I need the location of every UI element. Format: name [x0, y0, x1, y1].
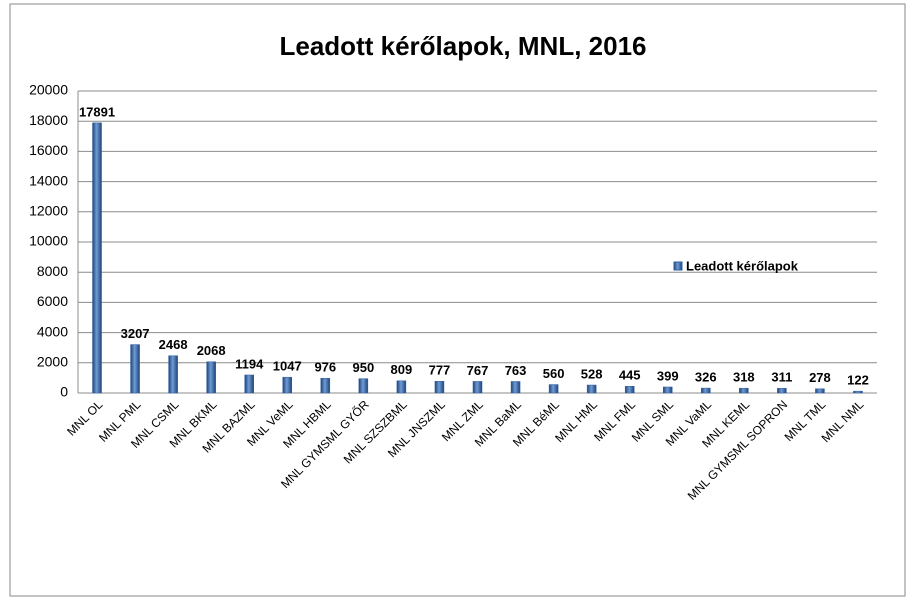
data-label: 1194 [235, 356, 264, 371]
legend-label: Leadott kérőlapok [686, 258, 799, 273]
data-label: 2068 [197, 343, 226, 358]
data-label: 763 [505, 363, 527, 378]
legend-swatch [673, 261, 683, 271]
bar [206, 361, 216, 394]
bar [777, 388, 787, 394]
data-label: 3207 [121, 326, 150, 341]
data-label: 2468 [159, 337, 188, 352]
bar [853, 390, 863, 394]
y-tick-label: 6000 [37, 293, 68, 309]
y-tick-label: 20000 [29, 82, 68, 98]
bar [434, 381, 445, 394]
data-label: 767 [467, 363, 489, 378]
bar [701, 387, 711, 394]
bar [472, 381, 483, 394]
data-label: 809 [391, 362, 413, 377]
data-label: 1047 [273, 359, 302, 374]
data-label: 560 [543, 366, 565, 381]
bar [662, 386, 673, 394]
bar [244, 374, 254, 394]
data-label: 326 [695, 370, 717, 385]
chart-frame [9, 3, 906, 597]
bar [282, 376, 293, 394]
data-label: 318 [733, 370, 755, 385]
y-tick-label: 16000 [29, 142, 68, 158]
y-tick-label: 2000 [37, 354, 68, 370]
bar [586, 384, 597, 394]
data-label: 311 [771, 370, 792, 385]
bar [130, 344, 140, 394]
bar [739, 387, 749, 394]
data-label: 17891 [79, 104, 115, 119]
bar [92, 122, 102, 394]
bar [815, 388, 825, 394]
data-label: 278 [809, 370, 831, 385]
y-tick-label: 12000 [29, 203, 68, 219]
y-tick-label: 10000 [29, 233, 68, 249]
data-label: 976 [314, 360, 336, 375]
bar [396, 380, 407, 394]
bar [548, 384, 559, 394]
y-tick-label: 0 [60, 384, 68, 400]
y-tick-label: 8000 [37, 263, 68, 279]
data-label: 528 [581, 366, 603, 381]
bar [320, 378, 331, 394]
y-tick-label: 4000 [37, 323, 68, 339]
data-label: 122 [847, 373, 869, 388]
bar [624, 386, 635, 394]
data-label: 777 [429, 363, 451, 378]
data-label: 445 [619, 368, 641, 383]
y-tick-label: 14000 [29, 172, 68, 188]
chart-title: Leadott kérőlapok, MNL, 2016 [280, 31, 647, 61]
bar [510, 381, 521, 394]
bar [358, 378, 369, 394]
y-tick-label: 18000 [29, 112, 68, 128]
data-label: 950 [353, 360, 375, 375]
data-label: 399 [657, 368, 679, 383]
bar [168, 355, 178, 394]
